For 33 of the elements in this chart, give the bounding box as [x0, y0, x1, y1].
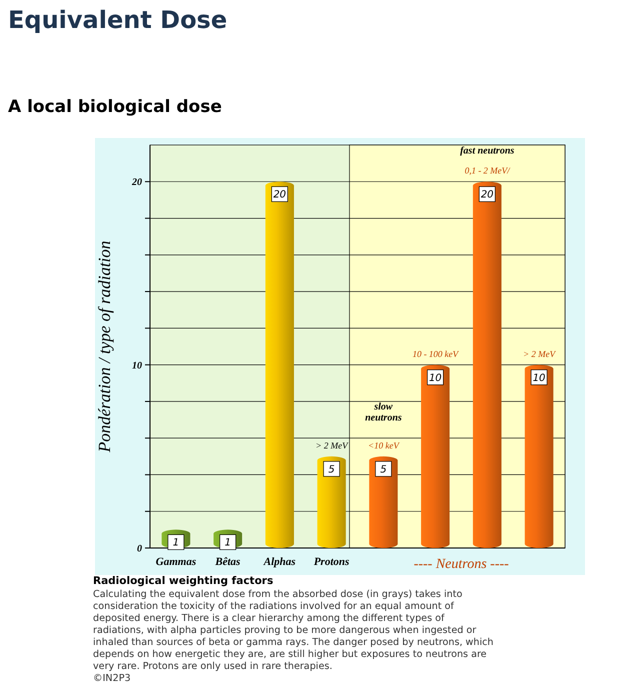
- data-label: 20: [273, 190, 286, 201]
- data-label: 20: [480, 190, 494, 201]
- y-tick-label: 0: [137, 544, 142, 554]
- text: ©IN2P3: [93, 673, 131, 684]
- chart-title: Equivalent Dose: [8, 6, 228, 34]
- bar: [524, 364, 554, 548]
- bar: [421, 364, 450, 548]
- data-label: 1: [224, 538, 231, 549]
- y-tick-label: 20: [131, 177, 142, 188]
- data-label: 10: [532, 372, 546, 384]
- data-label: 1: [172, 538, 180, 549]
- annotation: 10 - 100 keV: [412, 348, 460, 359]
- data-label: 5: [380, 464, 387, 476]
- annotation: <10 keV: [368, 440, 400, 450]
- annotation: 0,1 - 2 MeV/: [464, 166, 512, 176]
- annotation: slow neutrons: [365, 401, 402, 424]
- annotation: > 2 MeV: [523, 348, 557, 359]
- data-label: 10: [428, 372, 442, 384]
- text: Radiological weighting factors: [93, 575, 274, 587]
- x-tick-label: Protons: [314, 556, 350, 568]
- bar: [472, 182, 502, 548]
- y-axis-title: Pondération / type of radiation: [95, 240, 114, 454]
- chart-subtitle: A local biological dose: [8, 97, 222, 117]
- y-tick-label: 10: [132, 360, 142, 372]
- data-label: 5: [328, 464, 335, 476]
- bar: [265, 182, 294, 548]
- annotation: fast neutrons: [460, 146, 514, 157]
- x-tick-label: Bêtas: [214, 556, 240, 568]
- annotation: > 2 MeV: [316, 440, 350, 450]
- text: ---- Neutrons ----: [414, 557, 510, 572]
- text: Calculating the equivalent dose from the absorbed dose (in grays) takes into consideration the toxicity of the radiations involved for an equal amount of deposited energy. There is a clear hierarchy among the different types of radiations, with alpha particles proving to be more dangerous when ingested or inhaled than sources of beta or gamma rays. The danger posed by neutrons, which depends on how energetic they are, are still higher but exposures to neutrons are very rare. Protons are only used in rare therapies.: [93, 589, 494, 672]
- x-tick-label: Gammas: [156, 556, 196, 568]
- x-tick-label: Alphas: [262, 556, 296, 568]
